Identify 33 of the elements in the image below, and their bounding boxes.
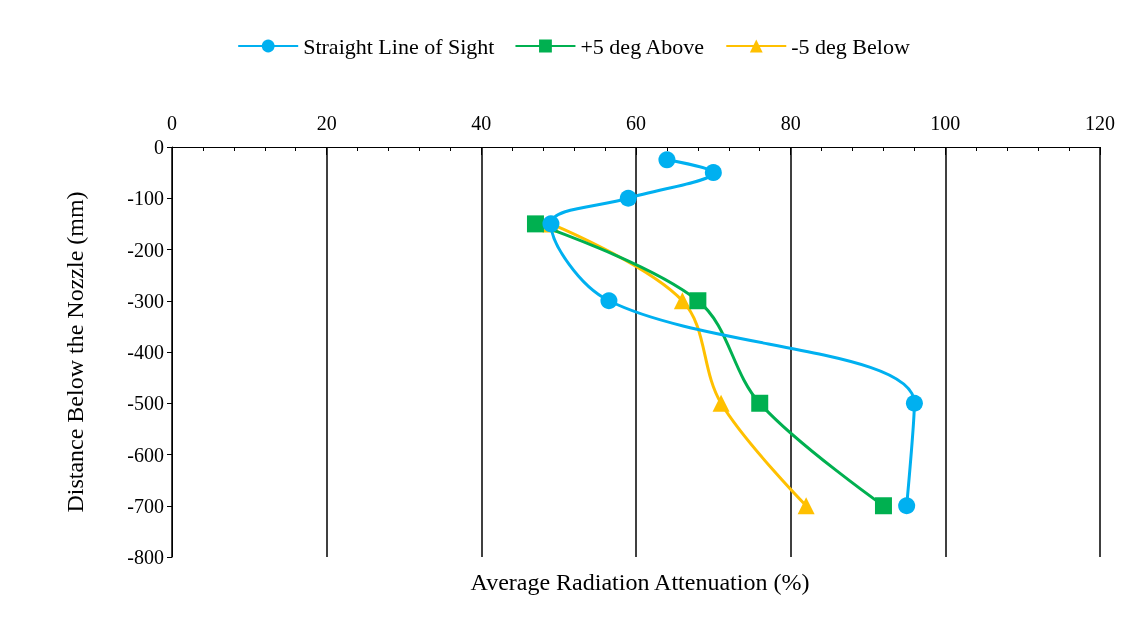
x-axis-title: Average Radiation Attenuation (%) xyxy=(470,569,810,595)
x-tick-label: 100 xyxy=(930,112,961,134)
point xyxy=(600,292,618,310)
point xyxy=(619,189,637,207)
point xyxy=(898,497,916,515)
x-tick-label: 120 xyxy=(1085,112,1115,134)
legend-label: -5 deg Below xyxy=(791,33,910,59)
point xyxy=(797,497,815,515)
point xyxy=(689,292,707,310)
x-tick-label: 60 xyxy=(626,112,646,134)
x-tick-label: 40 xyxy=(471,112,492,134)
y-tick-label: -200 xyxy=(127,238,164,261)
y-tick-label: -100 xyxy=(127,187,164,210)
x-tick-label: 20 xyxy=(316,112,337,134)
point xyxy=(704,164,722,182)
y-tick-label: 0 xyxy=(154,136,164,158)
y-tick-label: -400 xyxy=(127,341,164,363)
point xyxy=(673,292,691,310)
y-tick-label: -300 xyxy=(127,289,164,312)
legend-label: +5 deg Above xyxy=(580,33,705,59)
y-tick-label: -500 xyxy=(127,392,164,415)
point xyxy=(751,394,769,412)
point xyxy=(874,497,892,515)
point xyxy=(658,151,676,169)
point xyxy=(526,215,544,233)
y-tick-label: -800 xyxy=(127,546,164,568)
y-axis-title: Distance Below the Nozzle (mm) xyxy=(62,191,88,513)
x-tick-label: 80 xyxy=(780,112,801,134)
point xyxy=(905,394,923,412)
point xyxy=(712,394,730,412)
y-tick-label: -700 xyxy=(127,494,164,517)
legend-label: Straight Line of Sight xyxy=(303,33,495,59)
y-tick-label: -600 xyxy=(127,443,164,466)
